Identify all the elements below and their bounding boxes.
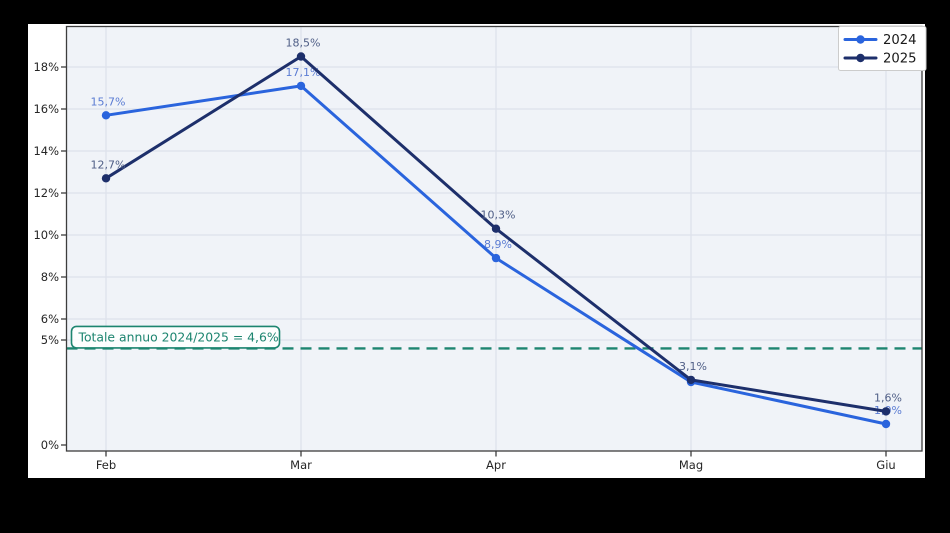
y-tick-label: 14% <box>33 144 59 158</box>
legend-marker-2024 <box>856 35 865 44</box>
data-point-2025 <box>491 224 501 233</box>
data-point-2025 <box>101 174 111 183</box>
reference-annotation-box <box>70 325 281 349</box>
data-point-2024 <box>881 419 891 429</box>
plot-area <box>66 26 922 451</box>
data-point-2024 <box>101 111 111 120</box>
data-label-2025: 18,5% <box>286 37 321 50</box>
y-tick-label: 16% <box>33 102 59 116</box>
y-tick-label: 0% <box>41 438 59 452</box>
x-tick-label-Mar: Mar <box>290 458 312 472</box>
legend-marker-2025 <box>856 53 865 63</box>
data-label-2024: 15,7% <box>91 95 126 108</box>
data-point-2025 <box>686 375 696 385</box>
y-tick-label: 8% <box>41 270 59 284</box>
y-tick-label: 5% <box>41 333 59 347</box>
legend-label-2024: 2024 <box>883 33 917 48</box>
data-label-2024: 17,1% <box>286 66 321 79</box>
data-label-2025: 3,1% <box>679 360 707 373</box>
y-tick-label: 18% <box>33 60 59 74</box>
x-tick-label-Mag: Mag <box>679 458 703 472</box>
x-tick-label-Apr: Apr <box>486 458 506 472</box>
data-label-2024: 8,9% <box>484 238 512 251</box>
data-point-2024 <box>296 81 306 91</box>
y-tick-label: 10% <box>33 228 59 242</box>
data-label-2025: 1,6% <box>874 391 902 404</box>
x-tick-label-Giu: Giu <box>876 458 895 472</box>
y-tick-label: 12% <box>33 186 59 200</box>
data-label-2025: 12,7% <box>91 158 126 171</box>
data-point-2024 <box>491 253 501 263</box>
data-point-2025 <box>881 407 891 416</box>
data-point-2025 <box>296 52 306 61</box>
x-tick-label-Feb: Feb <box>96 458 116 472</box>
data-label-2025: 10,3% <box>481 209 516 222</box>
y-tick-label: 6% <box>41 312 59 326</box>
reference-annotation-text: Totale annuo 2024/2025 = 4,6% <box>78 329 279 344</box>
plot-spines <box>65 25 923 452</box>
legend-label-2025: 2025 <box>883 52 917 67</box>
